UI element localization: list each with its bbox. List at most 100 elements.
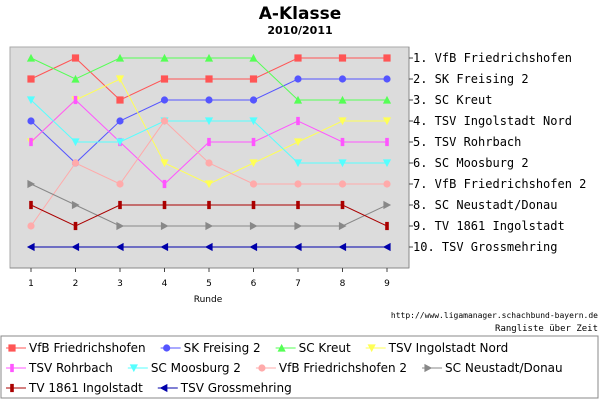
data-point	[383, 54, 391, 62]
ranking-label: 1. VfB Friedrichshofen	[413, 51, 572, 65]
data-point	[207, 200, 211, 210]
data-point	[293, 95, 303, 104]
data-point	[249, 117, 258, 126]
legend-item: VfB Friedrichshofen 2	[255, 361, 407, 375]
data-point	[293, 242, 302, 252]
data-point	[29, 200, 33, 210]
data-point	[115, 242, 124, 252]
data-point	[160, 96, 169, 104]
data-point	[382, 242, 391, 252]
data-point	[338, 242, 347, 252]
data-point	[293, 138, 303, 147]
data-point	[249, 221, 258, 231]
data-point	[382, 159, 392, 168]
series-vfb-friedrichshofen-2	[27, 117, 391, 230]
data-point	[204, 117, 214, 126]
x-tick-label: 1	[28, 279, 34, 289]
legend-item: TSV Grossmehring	[157, 381, 292, 395]
x-axis-label: Runde	[194, 295, 223, 305]
legend: VfB Friedrichshofen SK Freising 2 SC Kreut…	[6, 341, 563, 395]
x-tick-label: 7	[295, 279, 301, 289]
data-point	[26, 96, 36, 105]
legend-marker	[159, 383, 168, 393]
data-point	[27, 117, 35, 125]
data-point	[249, 242, 258, 252]
x-tick-label: 8	[340, 279, 346, 289]
data-point	[118, 200, 122, 210]
legend-item: VfB Friedrichshofen	[6, 341, 146, 355]
data-point	[73, 221, 78, 231]
data-point	[115, 138, 125, 147]
data-point	[27, 222, 35, 230]
plot-area	[9, 46, 410, 269]
legend-label: TSV Rohrbach	[28, 361, 113, 375]
data-point	[205, 221, 214, 231]
data-point	[205, 96, 213, 104]
series-tsv-grossmehring	[26, 242, 391, 252]
data-point	[338, 95, 347, 104]
series-sc-moosburg-2	[26, 96, 392, 168]
x-tick-label: 9	[384, 279, 390, 289]
data-point	[340, 200, 345, 210]
legend-marker	[10, 383, 14, 393]
data-point	[249, 75, 258, 83]
data-point	[71, 242, 80, 252]
series-tsv-rohrbach	[29, 95, 389, 189]
data-point	[26, 242, 35, 252]
legend-label: SC Moosburg 2	[151, 361, 241, 375]
data-point	[71, 200, 80, 210]
ranking-label: 4. TSV Ingolstadt Nord	[413, 114, 572, 128]
data-point	[116, 221, 125, 231]
legend-item: TSV Ingolstadt Nord	[365, 341, 509, 355]
legend-marker	[277, 343, 286, 352]
legend-item: SC Neustadt/Donau	[422, 361, 563, 375]
data-point	[338, 159, 347, 168]
series-sc-neustadt-donau	[27, 179, 392, 231]
x-tick-label: 3	[117, 279, 123, 289]
data-point	[385, 137, 389, 147]
data-point	[294, 75, 302, 83]
data-point	[249, 96, 258, 104]
data-point	[204, 53, 214, 62]
data-point	[338, 75, 347, 83]
x-axis: 1 2 3 4 5 6 7 8 9	[10, 267, 409, 289]
data-point	[115, 53, 125, 62]
legend-marker	[163, 344, 171, 352]
data-point	[160, 117, 169, 125]
legend-marker	[129, 364, 138, 373]
data-point	[27, 179, 36, 189]
legend-marker	[367, 344, 376, 353]
ranking-label: 2. SK Freising 2	[413, 72, 529, 86]
legend-marker	[424, 363, 433, 373]
ranking-label: 10. TSV Grossmehring	[413, 240, 558, 254]
series-sc-kreut	[26, 53, 392, 104]
legend-item: SC Kreut	[275, 341, 351, 355]
data-point	[160, 242, 169, 252]
ranking-label: 7. VfB Friedrichshofen 2	[413, 177, 586, 191]
data-point	[116, 117, 124, 125]
legend-label: TSV Ingolstadt Nord	[388, 341, 509, 355]
data-point	[293, 159, 303, 168]
series-layer	[26, 53, 392, 252]
data-point	[205, 159, 213, 167]
data-point	[162, 179, 167, 189]
data-point	[338, 221, 347, 231]
data-point	[249, 180, 258, 188]
data-point	[382, 117, 392, 126]
data-point	[204, 242, 213, 252]
legend-label: SC Kreut	[299, 341, 351, 355]
legend-marker	[10, 363, 14, 373]
data-point	[160, 53, 169, 62]
ranking-label: 9. TV 1861 Ingolstadt	[413, 219, 565, 233]
data-point	[160, 159, 169, 168]
data-point	[204, 180, 214, 189]
data-point	[383, 75, 391, 83]
data-point	[338, 54, 347, 62]
legend-label: VfB Friedrichshofen	[29, 341, 146, 355]
data-point	[385, 221, 389, 231]
data-point	[160, 75, 169, 83]
data-point	[294, 180, 302, 188]
ranking-label: 6. SC Moosburg 2	[413, 156, 529, 170]
ranking-label: 3. SC Kreut	[413, 93, 492, 107]
data-point	[294, 221, 303, 231]
